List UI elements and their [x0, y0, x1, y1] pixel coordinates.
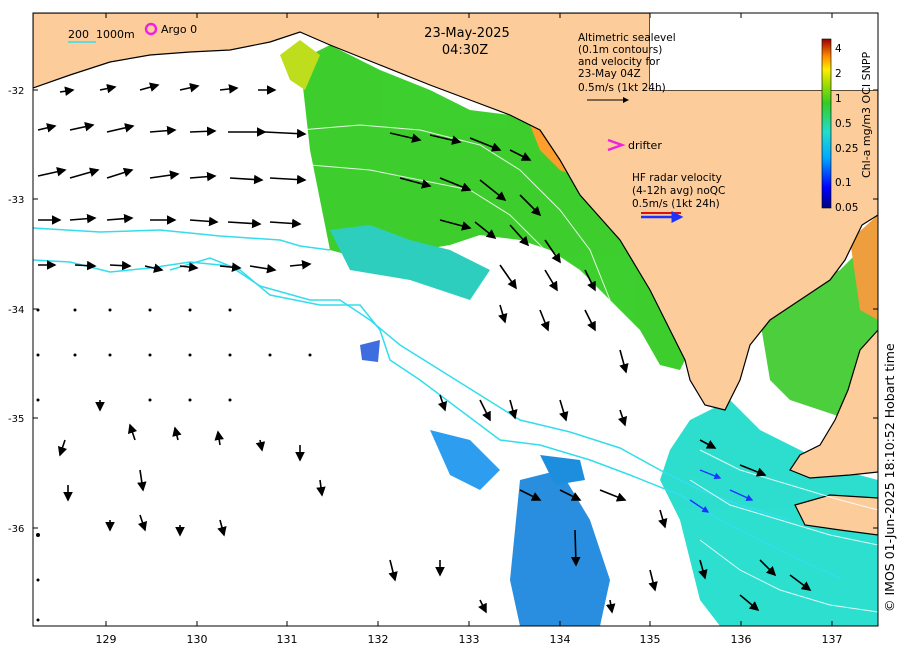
lon-tick-129: 129: [96, 633, 117, 646]
altimetry-line-4: 23-May 04Z: [578, 68, 641, 80]
drifter-legend-label: drifter: [628, 139, 662, 152]
chl-patch-blue-small2: [540, 455, 585, 485]
colorbar-tick-0.05: 0.05: [835, 202, 858, 214]
radar-legend: HF radar velocity (4-12h avg) noQC 0.5m/…: [632, 172, 725, 210]
chl-patch-blue-small3: [360, 340, 380, 362]
altimetry-line-2: (0.1m contours): [578, 44, 662, 56]
velocity-dots: [36, 308, 312, 622]
chl-patch-orange-gulf: [850, 215, 878, 320]
lat-tick-33: -33: [8, 195, 24, 206]
lon-labels: 129 130 131 132 133 134 135 136 137: [96, 633, 843, 646]
lon-tick-136: 136: [731, 633, 752, 646]
chl-patch-green-shelf: [300, 45, 690, 370]
radar-line-1: HF radar velocity: [632, 172, 722, 184]
altimetry-line-5: 0.5m/s (1kt 24h): [578, 82, 666, 94]
axis-ticks: [33, 13, 878, 626]
chl-patch-green-gulf: [760, 220, 878, 430]
lon-tick-131: 131: [277, 633, 298, 646]
chl-patch-teal-mid: [330, 225, 490, 300]
colorbar-tick-0.1: 0.1: [835, 177, 852, 189]
drifter-marker: [607, 138, 626, 152]
chl-patch-blue-offshore: [510, 470, 610, 626]
lon-tick-133: 133: [459, 633, 480, 646]
chl-patch-blue-small: [430, 430, 500, 490]
lon-tick-135: 135: [640, 633, 661, 646]
lon-tick-134: 134: [550, 633, 571, 646]
map-date: 23-May-2025: [424, 26, 510, 41]
velocity-arrows: [37, 82, 812, 614]
chlorophyll-layer: [280, 40, 878, 626]
altimetry-line-3: and velocity for: [578, 56, 661, 68]
colorbar-tick-1: 1: [835, 93, 842, 105]
lat-tick-35: -35: [8, 414, 24, 425]
altimetry-line-1: Altimetric sealevel: [578, 32, 676, 44]
radar-line-2: (4-12h avg) noQC: [632, 185, 725, 197]
lat-labels: -32 -33 -34 -35 -36: [8, 86, 24, 535]
colorbar-ticks: 4 2 1 0.5 0.25 0.1 0.05: [835, 43, 858, 214]
colorbar-tick-0.25: 0.25: [835, 143, 858, 155]
lat-tick-32: -32: [8, 86, 24, 97]
argo-legend-label: Argo 0: [161, 23, 197, 36]
colorbar-label: Chl-a mg/m3 OCI SNPP: [860, 52, 873, 178]
lat-tick-36: -36: [8, 524, 24, 535]
lon-tick-132: 132: [368, 633, 389, 646]
colorbar-tick-2: 2: [835, 68, 842, 80]
altimetry-legend: Altimetric sealevel (0.1m contours) and …: [578, 32, 676, 94]
lon-tick-130: 130: [187, 633, 208, 646]
hf-radar-arrows: [689, 469, 754, 513]
bathy-legend-label: 200 1000m: [68, 28, 135, 41]
map-time: 04:30Z: [442, 43, 488, 58]
colorbar-background: [650, 13, 878, 90]
credit-text: © IMOS 01-Jun-2025 18:10:52 Hobart time: [882, 343, 897, 612]
plot-frame: [32, 12, 879, 627]
colorbar-tick-4: 4: [835, 43, 842, 55]
radar-line-3: 0.5m/s (1kt 24h): [632, 198, 720, 210]
land-yorke-fleurieu: [789, 329, 878, 479]
lon-tick-137: 137: [822, 633, 843, 646]
argo-legend-marker: [144, 22, 158, 36]
land-south-australia: [33, 13, 878, 411]
lat-tick-34: -34: [8, 305, 24, 316]
chl-patch-yellow-coast: [280, 40, 320, 90]
contour-1000m: [169, 257, 841, 579]
colorbar: [821, 38, 832, 209]
colorbar-tick-0.5: 0.5: [835, 118, 852, 130]
